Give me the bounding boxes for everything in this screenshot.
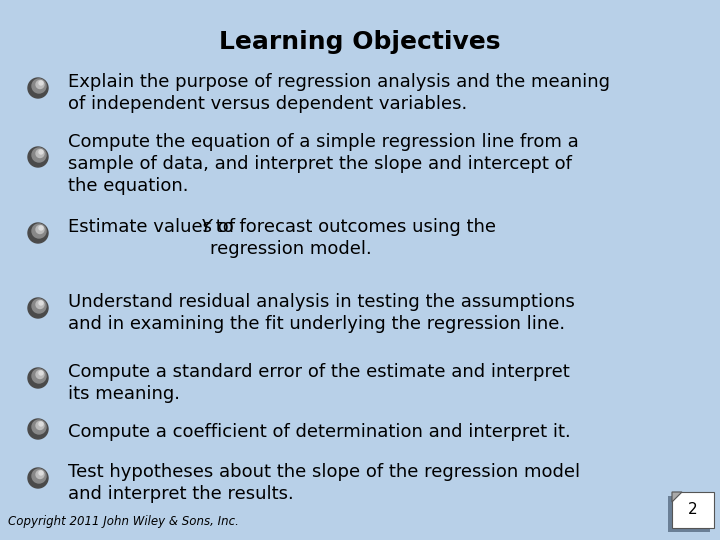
- FancyBboxPatch shape: [672, 492, 714, 528]
- Circle shape: [32, 469, 46, 483]
- Circle shape: [32, 299, 46, 313]
- Text: Compute a coefficient of determination and interpret it.: Compute a coefficient of determination a…: [68, 423, 571, 441]
- Text: to forecast outcomes using the
regression model.: to forecast outcomes using the regressio…: [210, 218, 496, 258]
- Text: Explain the purpose of regression analysis and the meaning
of independent versus: Explain the purpose of regression analys…: [68, 73, 610, 113]
- Circle shape: [36, 422, 44, 429]
- Text: 2: 2: [688, 503, 698, 517]
- Circle shape: [32, 148, 46, 162]
- Text: Copyright 2011 John Wiley & Sons, Inc.: Copyright 2011 John Wiley & Sons, Inc.: [8, 515, 239, 528]
- Polygon shape: [672, 492, 682, 502]
- Circle shape: [39, 226, 43, 230]
- Circle shape: [39, 371, 43, 375]
- Text: Estimate values of: Estimate values of: [68, 218, 240, 236]
- Text: Learning Objectives: Learning Objectives: [220, 30, 500, 54]
- Text: Test hypotheses about the slope of the regression model
and interpret the result: Test hypotheses about the slope of the r…: [68, 463, 580, 503]
- Circle shape: [39, 150, 43, 154]
- Circle shape: [28, 223, 48, 243]
- Circle shape: [39, 422, 43, 426]
- Circle shape: [28, 468, 48, 488]
- Text: Compute the equation of a simple regression line from a
sample of data, and inte: Compute the equation of a simple regress…: [68, 133, 579, 195]
- Circle shape: [28, 298, 48, 318]
- Text: Compute a standard error of the estimate and interpret
its meaning.: Compute a standard error of the estimate…: [68, 363, 570, 403]
- Circle shape: [39, 471, 43, 475]
- Circle shape: [36, 226, 44, 233]
- Circle shape: [28, 419, 48, 439]
- Circle shape: [36, 470, 44, 478]
- Circle shape: [36, 300, 44, 308]
- Circle shape: [28, 368, 48, 388]
- Circle shape: [32, 369, 46, 383]
- Circle shape: [32, 224, 46, 238]
- Text: Understand residual analysis in testing the assumptions
and in examining the fit: Understand residual analysis in testing …: [68, 293, 575, 333]
- Circle shape: [36, 150, 44, 158]
- Circle shape: [36, 370, 44, 379]
- Circle shape: [39, 81, 43, 85]
- Circle shape: [28, 78, 48, 98]
- Text: Y: Y: [201, 218, 212, 236]
- Circle shape: [36, 80, 44, 89]
- Circle shape: [28, 147, 48, 167]
- Circle shape: [32, 79, 46, 93]
- Circle shape: [32, 420, 46, 434]
- FancyBboxPatch shape: [668, 496, 710, 532]
- Circle shape: [39, 301, 43, 305]
